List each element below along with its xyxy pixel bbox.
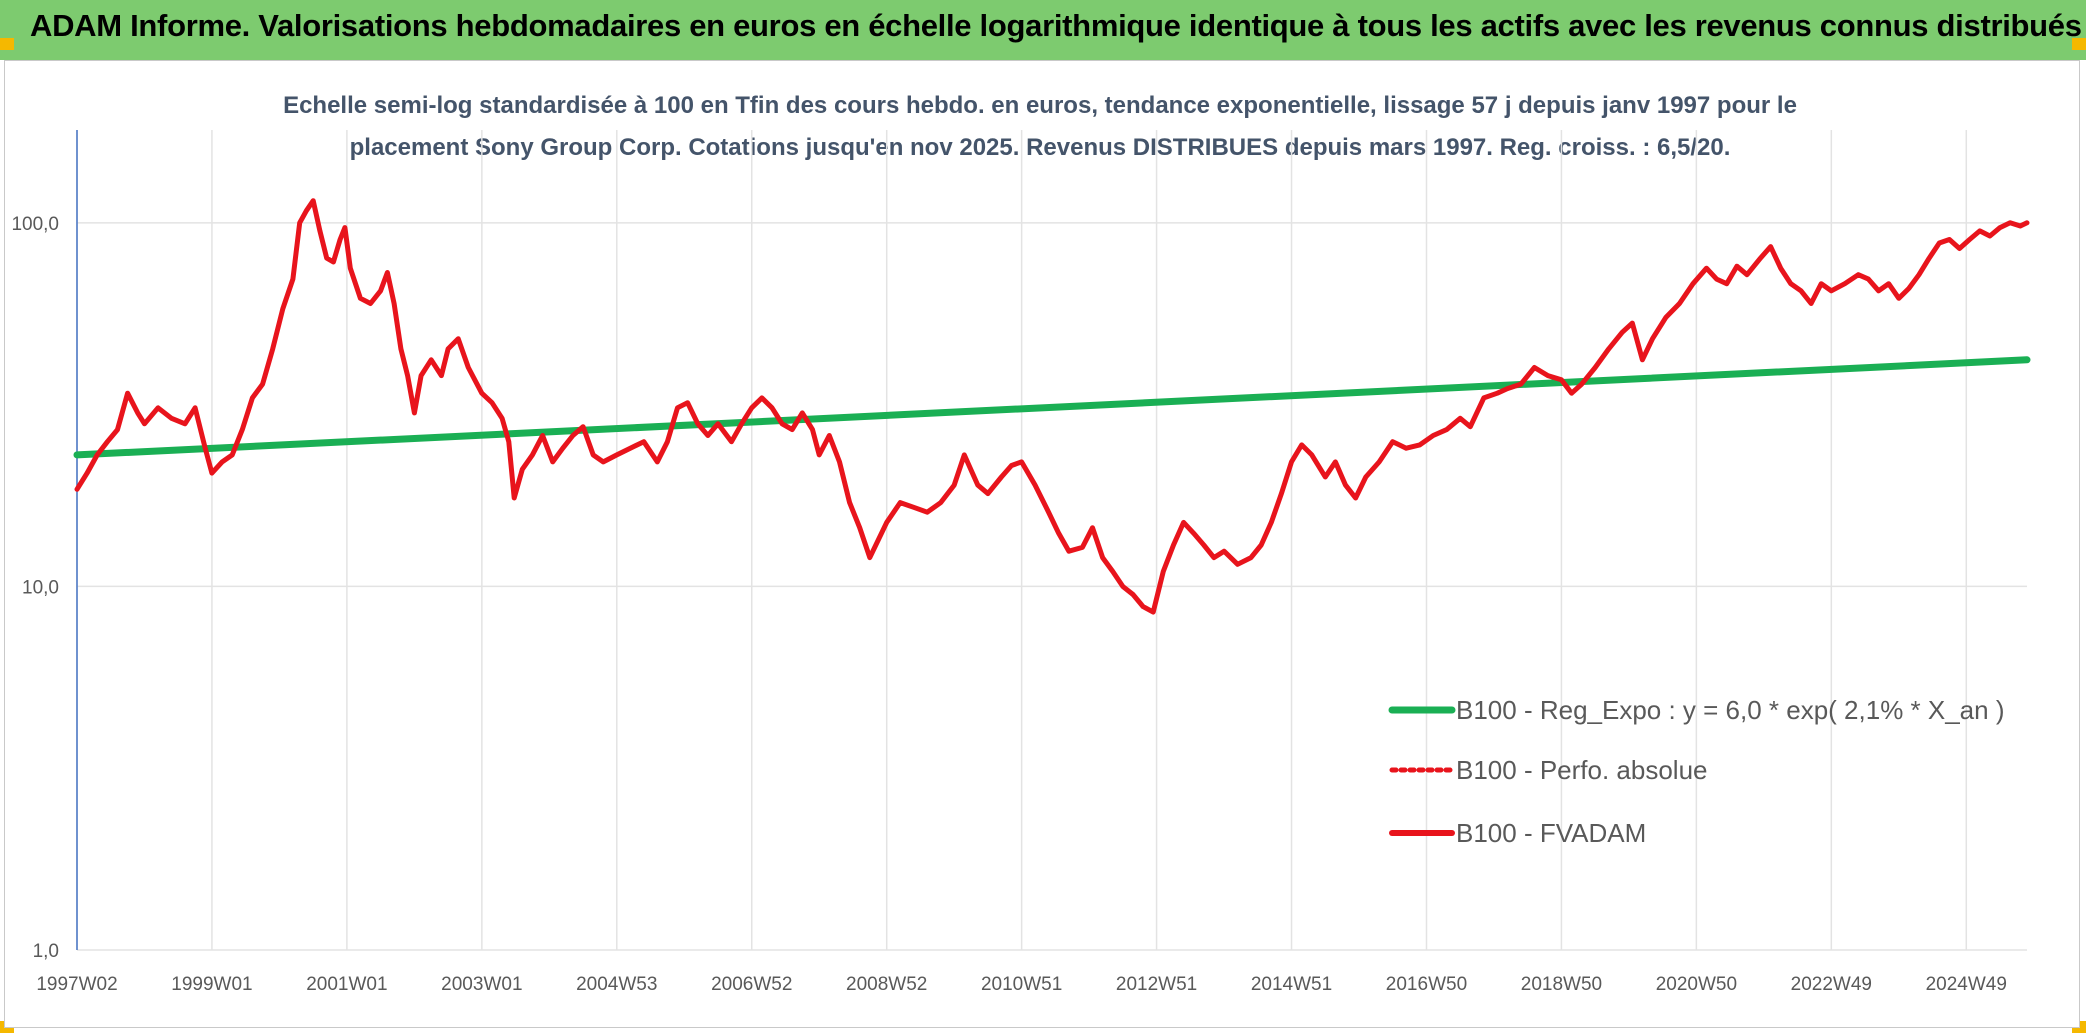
x-tick-label: 1997W02 [36, 974, 117, 995]
x-tick-label: 1999W01 [171, 974, 252, 995]
legend-label-3: B100 - FVADAM [1456, 818, 1646, 848]
x-tick-label: 2018W50 [1521, 974, 1602, 995]
x-tick-label: 2008W52 [846, 974, 927, 995]
x-tick-label: 2024W49 [1926, 974, 2007, 995]
x-tick-label: 2004W53 [576, 974, 657, 995]
legend-label-1: B100 - Reg_Expo : y = 6,0 * exp( 2,1% * … [1456, 695, 2005, 725]
x-tick-label: 2001W01 [306, 974, 387, 995]
x-tick-label: 2020W50 [1656, 974, 1737, 995]
x-tick-label: 2012W51 [1116, 974, 1197, 995]
y-tick-label: 100,0 [11, 214, 59, 235]
x-tick-label: 2016W50 [1386, 974, 1467, 995]
y-tick-label: 1,0 [33, 941, 59, 962]
legend-label-2: B100 - Perfo. absolue [1456, 755, 1708, 785]
x-tick-label: 2022W49 [1791, 974, 1872, 995]
x-tick-label: 2003W01 [441, 974, 522, 995]
y-tick-label: 10,0 [22, 577, 59, 598]
x-tick-label: 2006W52 [711, 974, 792, 995]
x-tick-label: 2010W51 [981, 974, 1062, 995]
x-tick-label: 2014W51 [1251, 974, 1332, 995]
regression-line [77, 360, 2027, 455]
